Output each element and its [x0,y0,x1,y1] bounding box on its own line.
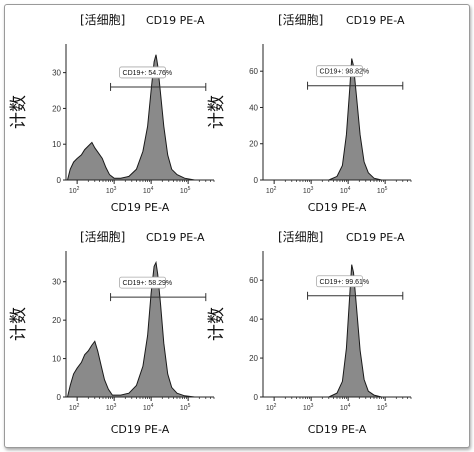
y-tick-label: 0 [254,393,259,402]
x-tick-label: 103 [303,403,314,412]
y-tick-label: 40 [249,103,258,112]
histogram-area [328,58,382,181]
y-tick-label: 40 [249,315,258,324]
gate-percent-label: CD19+: 54.76% [123,70,173,77]
gate-percent-label: CD19+: 58.29% [123,280,173,287]
y-tick-label: 30 [52,69,61,78]
x-tick-label: 105 [377,403,388,412]
panel-gate-title: [活细胞] [80,230,125,244]
x-axis-label: CD19 PE-A [308,201,367,214]
y-tick-label: 20 [249,140,258,149]
histogram-area [66,54,195,181]
x-tick-label: 104 [340,186,351,195]
x-tick-label: 102 [266,403,277,412]
x-tick-label: 104 [340,403,351,412]
histogram-area [328,264,382,398]
x-tick-label: 103 [106,186,117,195]
x-tick-label: 102 [266,186,277,195]
panel-gate-title: [活细胞] [278,230,323,244]
y-tick-label: 60 [249,67,258,76]
y-tick-label: 20 [52,104,61,113]
y-tick-label: 10 [52,140,61,149]
x-tick-label: 104 [143,403,154,412]
y-axis-label: 计数 [9,307,29,341]
x-axis-label: CD19 PE-A [111,201,170,214]
y-tick-label: 0 [254,176,259,185]
x-axis-label: CD19 PE-A [308,423,367,436]
x-tick-label: 105 [377,186,388,195]
y-tick-label: 60 [249,276,258,285]
panel-channel-title: CD19 PE-A [146,14,205,27]
panel-gate-title: [活细胞] [80,13,125,27]
panel-channel-title: CD19 PE-A [146,231,205,244]
x-tick-label: 104 [143,186,154,195]
y-tick-label: 0 [57,393,62,402]
y-tick-label: 20 [52,316,61,325]
x-tick-label: 102 [69,186,80,195]
panel-channel-title: CD19 PE-A [346,14,405,27]
y-axis-label: 计数 [207,95,227,129]
gate-percent-label: CD19+: 99.61% [320,279,370,286]
x-axis-label: CD19 PE-A [111,423,170,436]
x-tick-label: 103 [303,186,314,195]
panel-channel-title: CD19 PE-A [346,231,405,244]
y-tick-label: 30 [52,278,61,287]
x-tick-label: 105 [180,186,191,195]
gate-label-box [119,66,166,79]
gate-percent-label: CD19+: 98.82% [320,69,370,76]
y-tick-label: 10 [52,355,61,364]
y-tick-label: 20 [249,354,258,363]
histogram-area [66,260,195,398]
y-axis-label: 计数 [207,307,227,341]
gate-label-box [316,275,363,288]
gate-label-box [316,65,363,78]
panel-gate-title: [活细胞] [278,13,323,27]
x-tick-label: 102 [69,403,80,412]
y-tick-label: 0 [57,176,62,185]
y-axis-label: 计数 [9,95,29,129]
x-tick-label: 103 [106,403,117,412]
x-tick-label: 105 [180,403,191,412]
gate-label-box [119,276,166,289]
